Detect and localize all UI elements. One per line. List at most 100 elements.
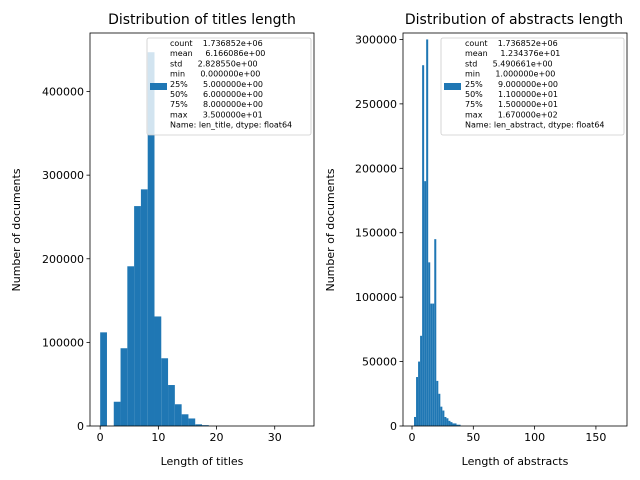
histogram-bar	[195, 424, 202, 426]
histogram-bar	[446, 418, 449, 426]
legend-box	[440, 37, 625, 136]
x-tick-label: 10	[151, 431, 165, 444]
legend-line: count 1.736852e+06	[465, 39, 558, 48]
chart-title: Distribution of abstracts length	[405, 12, 623, 28]
legend-line: min 0.000000e+00	[170, 70, 260, 79]
histogram-bar	[438, 393, 441, 426]
histogram-bar	[188, 418, 196, 426]
histogram-bar	[100, 332, 107, 426]
y-tick-label: 100000	[355, 291, 397, 304]
y-tick-label: 0	[390, 420, 397, 433]
y-tick-label: 300000	[355, 33, 397, 46]
histogram-bar	[430, 303, 433, 426]
histogram-bar	[181, 414, 189, 426]
histogram-bar	[113, 401, 121, 426]
x-tick-label: 20	[210, 431, 224, 444]
histogram-bar	[434, 239, 437, 426]
y-tick-label: 0	[77, 420, 84, 433]
y-tick-label: 50000	[362, 356, 397, 369]
histogram-bar	[174, 404, 182, 426]
histogram-bar	[127, 266, 135, 426]
abstracts-length-panel: Distribution of abstracts length 0 50 100 1…	[324, 12, 628, 468]
legend-line: 25% 9.000000e+00	[465, 80, 558, 89]
legend-line: max 1.670000e+02	[465, 110, 558, 119]
legend-line: Name: len_abstract, dtype: float64	[465, 121, 605, 130]
legend-line: 50% 1.100000e+01	[465, 90, 558, 99]
y-axis-ticks: 0 50000 100000 150000 200000 250000 300000	[355, 33, 403, 433]
histogram-bar	[426, 39, 429, 426]
histogram-bar	[454, 423, 457, 426]
histogram-bar	[450, 422, 453, 426]
y-tick-label: 100000	[42, 336, 84, 349]
legend-line: max 3.500000e+01	[170, 110, 263, 119]
x-tick-label: 0	[97, 431, 104, 444]
histogram-bar	[134, 206, 141, 426]
plot-frame	[89, 32, 315, 427]
legend-line: 75% 1.500000e+01	[465, 100, 558, 109]
y-axis-ticks: 0 100000 200000 300000 400000	[42, 86, 90, 433]
plot-frame	[402, 32, 628, 427]
histogram-bar	[448, 420, 451, 426]
histogram-bar	[120, 348, 128, 426]
x-tick-label: 150	[585, 431, 606, 444]
legend-swatch	[150, 83, 167, 90]
histogram-bars	[414, 39, 461, 427]
histogram-bar	[452, 423, 455, 426]
x-axis-ticks: 0 10 20 30	[97, 426, 282, 444]
y-tick-label: 200000	[355, 162, 397, 175]
histogram-bar	[420, 335, 423, 426]
histogram-bar	[168, 385, 175, 426]
histogram-bar	[202, 425, 209, 426]
chart-title: Distribution of titles length	[108, 12, 296, 28]
y-axis-label: Number of documents	[10, 168, 23, 291]
histogram-bar	[442, 410, 445, 426]
histogram-bar	[444, 416, 447, 426]
legend-line: 50% 6.000000e+00	[170, 90, 263, 99]
legend-line: std 2.828550e+00	[170, 59, 258, 68]
histogram-bar	[154, 316, 162, 426]
titles-length-panel: Distribution of titles length 0 10 20 30 0 1…	[10, 12, 315, 468]
legend-line: 25% 5.000000e+00	[170, 80, 263, 89]
legend-line: mean 1.234376e+01	[465, 49, 560, 58]
x-axis-label: Length of titles	[161, 455, 244, 468]
x-tick-label: 50	[466, 431, 480, 444]
histogram-bar	[428, 262, 431, 426]
legend-line: min 1.000000e+00	[465, 70, 555, 79]
y-tick-label: 400000	[42, 86, 84, 99]
histogram-bar	[456, 424, 459, 426]
histogram-bar	[416, 377, 419, 426]
x-axis-ticks: 0 50 100 150	[409, 426, 606, 444]
legend-box	[146, 37, 312, 136]
legend-line: 75% 8.000000e+00	[170, 100, 263, 109]
histogram-bar	[458, 424, 461, 426]
legend-line: mean 6.166086e+00	[170, 49, 265, 58]
legend-line: count 1.736852e+06	[170, 39, 263, 48]
histogram-bars	[100, 52, 209, 426]
x-tick-label: 30	[268, 431, 282, 444]
histogram-bar	[140, 189, 148, 426]
y-tick-label: 200000	[42, 253, 84, 266]
histogram-bar	[432, 303, 435, 426]
legend-line: Name: len_title, dtype: float64	[170, 121, 292, 130]
histogram-bar	[436, 380, 439, 426]
histogram-bar	[418, 361, 421, 426]
histogram-bar	[440, 406, 443, 426]
histogram-bar	[147, 52, 155, 426]
histogram-bar	[422, 65, 425, 427]
y-axis-label: Number of documents	[324, 168, 337, 291]
x-tick-label: 0	[409, 431, 416, 444]
y-tick-label: 300000	[42, 169, 84, 182]
legend-line: std 5.490661e+00	[465, 59, 553, 68]
y-tick-label: 150000	[355, 227, 397, 240]
histogram-bar	[161, 358, 169, 426]
x-axis-label: Length of abstracts	[462, 455, 569, 468]
legend-swatch	[444, 83, 461, 90]
x-tick-label: 100	[524, 431, 545, 444]
histogram-bar	[414, 416, 417, 426]
histogram-bar	[424, 181, 427, 426]
